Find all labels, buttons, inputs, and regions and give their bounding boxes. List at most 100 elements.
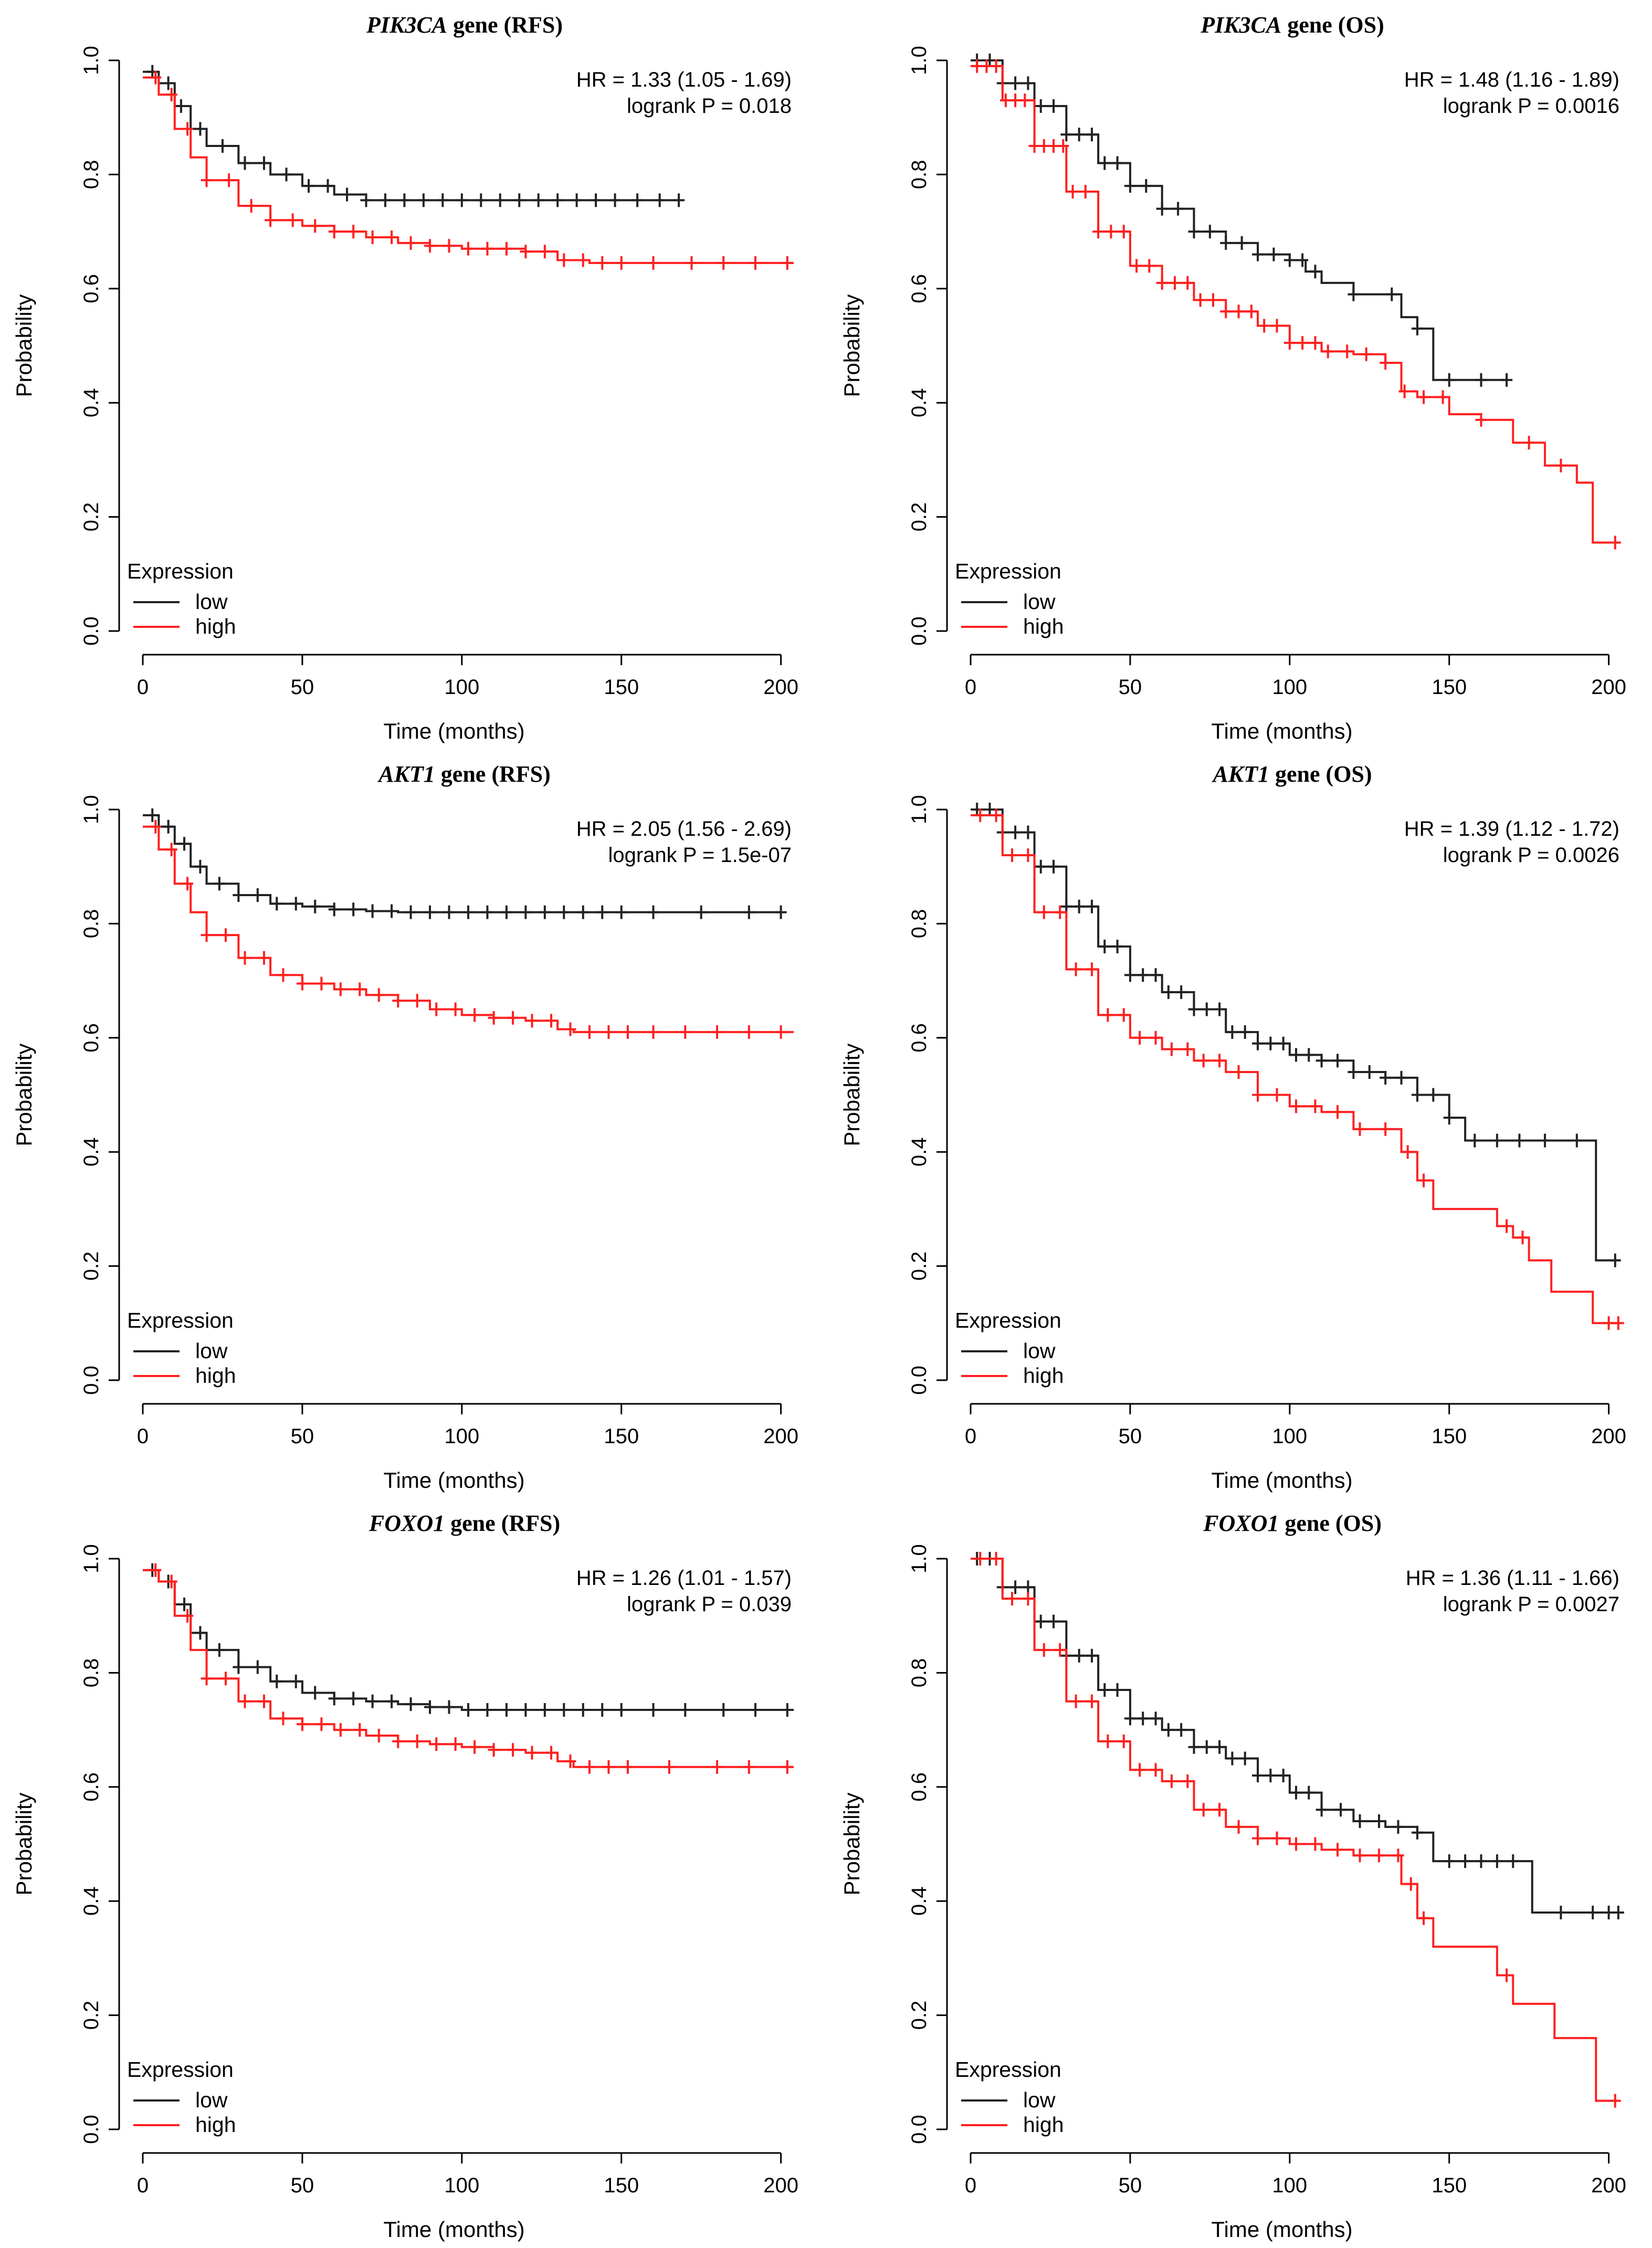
censor-mark-low [194, 859, 206, 874]
censor-mark-high [1612, 1316, 1624, 1330]
censor-mark-low [271, 897, 283, 911]
x-tick-label: 150 [604, 1425, 639, 1448]
censor-mark-low [405, 905, 417, 919]
censor-mark-high [1290, 1837, 1302, 1851]
censor-mark-low [1035, 99, 1047, 113]
censor-mark-low [1086, 128, 1098, 142]
x-axis-label: Time (months) [383, 1468, 524, 1493]
censor-mark-high [220, 928, 232, 942]
censor-mark-low [213, 877, 225, 891]
censor-mark-low [309, 1686, 321, 1700]
censor-mark-high [315, 976, 328, 991]
censor-mark-high [165, 88, 177, 102]
y-tick-label: 0.2 [908, 1252, 931, 1281]
censor-mark-low [443, 1700, 455, 1714]
censor-mark-low [239, 156, 251, 170]
censor-mark-low [386, 1694, 398, 1708]
series-high [971, 1552, 1621, 2108]
y-tick-label: 0.2 [908, 502, 931, 532]
y-tick-label: 0.8 [908, 160, 931, 190]
censor-mark-low [1386, 287, 1398, 301]
legend-label-low: low [195, 590, 228, 614]
y-tick-label: 0.2 [80, 1252, 103, 1281]
censor-mark-low [1137, 1711, 1149, 1726]
x-tick-label: 150 [604, 676, 639, 699]
censor-mark-low [1380, 1070, 1392, 1085]
censor-mark-high [1418, 390, 1430, 404]
censor-mark-low [1060, 899, 1072, 913]
censor-mark-high [1380, 1122, 1392, 1136]
legend-label-high: high [1023, 614, 1064, 638]
series-high [143, 70, 794, 270]
censor-mark-low [1316, 1803, 1328, 1817]
legend-label-high: high [1023, 1363, 1064, 1388]
censor-mark-low [1048, 1614, 1060, 1629]
censor-mark-low [673, 193, 685, 207]
censor-mark-high [1182, 1774, 1194, 1788]
censor-mark-high [265, 213, 277, 227]
x-tick-label: 150 [604, 2174, 639, 2197]
censor-mark-low [290, 1674, 302, 1688]
y-tick-label: 0.4 [80, 1137, 103, 1167]
logrank-p: logrank P = 1.5e-07 [608, 844, 792, 867]
censor-mark-low [1099, 939, 1111, 953]
censor-mark-high [1092, 225, 1104, 239]
censor-mark-high [1354, 1122, 1366, 1136]
censor-mark-low [1252, 1769, 1264, 1783]
censor-mark-low [1201, 1740, 1213, 1754]
censor-mark-high [449, 1002, 461, 1016]
x-tick-label: 50 [1119, 676, 1142, 699]
censor-mark-low [1335, 1803, 1347, 1817]
censor-mark-low [1348, 1065, 1360, 1079]
censor-mark-high [277, 1711, 289, 1726]
censor-mark-low [251, 1660, 264, 1674]
km-curve-low [971, 808, 1618, 1262]
censor-mark-high [1297, 336, 1309, 350]
censor-mark-low [379, 193, 391, 207]
censor-mark-low [1220, 236, 1232, 250]
censor-mark-low [1612, 1905, 1624, 1919]
censor-mark-low [494, 193, 506, 207]
y-tick-label: 0.2 [908, 2001, 931, 2030]
censor-mark-high [1475, 413, 1487, 427]
censor-mark-low [398, 193, 411, 207]
km-curve-high [971, 1558, 1618, 2102]
censor-mark-high [201, 928, 213, 942]
censor-mark-high [1501, 1968, 1513, 1982]
censor-mark-high [258, 951, 270, 965]
km-panel-3: AKT1 gene (RFS) 0.0 0.2 0.4 0.6 0.8 1.0 Probabi… [12, 761, 798, 1493]
censor-mark-low [695, 905, 707, 919]
censor-mark-low [1252, 247, 1264, 261]
censor-mark-high [449, 1737, 461, 1751]
censor-mark-high [430, 1002, 443, 1016]
censor-mark-low [1290, 1048, 1302, 1062]
y-tick-label: 0.0 [908, 2115, 931, 2144]
censor-mark-high [545, 1746, 557, 1760]
censor-mark-high [1398, 384, 1411, 398]
censor-mark-low [532, 193, 544, 207]
censor-mark-high [1418, 1173, 1430, 1188]
x-axis-label: Time (months) [383, 2217, 524, 2242]
censor-mark-low [424, 905, 436, 919]
y-tick-label: 0.0 [908, 616, 931, 646]
panel-title: AKT1 gene (RFS) [377, 761, 551, 787]
censor-mark-low [1469, 1133, 1481, 1148]
y-tick-label: 1.0 [80, 795, 103, 824]
censor-mark-low [1201, 1002, 1213, 1016]
censor-mark-high [526, 1014, 538, 1028]
censor-mark-high [1086, 1694, 1098, 1708]
censor-mark-high [354, 982, 366, 996]
censor-mark-high [1309, 1099, 1321, 1114]
censor-mark-low [1073, 1648, 1085, 1663]
x-tick-label: 100 [444, 1425, 479, 1448]
censor-mark-high [1118, 1734, 1130, 1748]
legend-title: Expression [955, 559, 1061, 583]
censor-mark-high [1169, 276, 1181, 290]
km-panel-1: PIK3CA gene (RFS) 0.0 0.2 0.4 0.6 0.8 1.0 Proba… [12, 12, 798, 743]
censor-mark-low [1175, 1723, 1187, 1737]
censor-mark-low [162, 820, 174, 834]
censor-mark-high [990, 59, 1002, 73]
censor-mark-high [373, 1728, 385, 1742]
